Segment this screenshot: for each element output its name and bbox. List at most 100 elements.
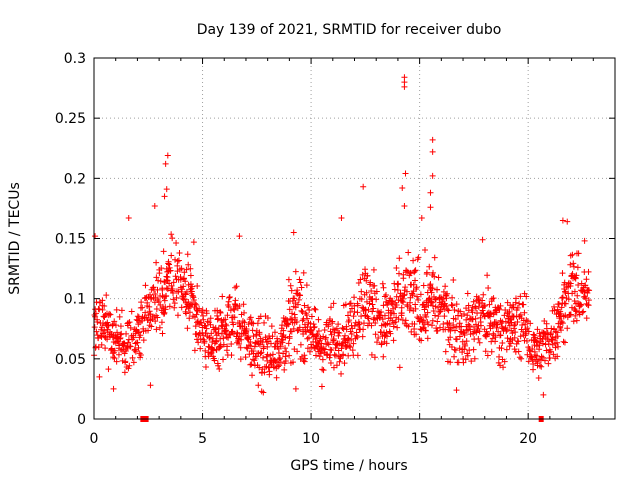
data-point [277, 343, 284, 350]
data-point [296, 324, 303, 331]
data-point [507, 340, 514, 347]
data-point [147, 291, 154, 298]
data-point [395, 316, 402, 323]
data-point [301, 355, 308, 362]
data-point [237, 344, 244, 351]
data-point [500, 364, 507, 371]
data-point [245, 333, 252, 340]
data-point [370, 305, 377, 312]
data-point [567, 280, 574, 287]
data-point [142, 282, 149, 289]
data-point [232, 284, 239, 291]
data-point [412, 305, 419, 312]
data-point [490, 330, 497, 337]
data-point [282, 345, 289, 352]
data-point [581, 237, 588, 244]
data-point [582, 282, 589, 289]
data-point [247, 314, 254, 321]
data-point [218, 322, 225, 329]
data-point [368, 287, 375, 294]
data-point [524, 325, 531, 332]
data-point [308, 313, 315, 320]
data-point [498, 345, 505, 352]
data-point [286, 306, 293, 313]
x-tick-label: 15 [411, 431, 429, 447]
data-point [442, 292, 449, 299]
data-point [469, 309, 476, 316]
data-point [363, 277, 370, 284]
data-point [248, 361, 255, 368]
data-point [467, 326, 474, 333]
data-point [115, 338, 122, 345]
data-point [482, 348, 489, 355]
data-point [450, 321, 457, 328]
data-point [458, 323, 465, 330]
data-point [466, 347, 473, 354]
data-point [204, 318, 211, 325]
data-point [495, 328, 502, 335]
data-point [413, 293, 420, 300]
data-point [529, 345, 536, 352]
data-point [435, 274, 442, 281]
data-point [393, 265, 400, 272]
data-point [429, 172, 436, 179]
data-point [281, 366, 288, 373]
data-point [510, 304, 517, 311]
data-point [153, 274, 160, 281]
data-point [344, 312, 351, 319]
data-point [429, 148, 436, 155]
data-point [164, 268, 171, 275]
data-point [315, 328, 322, 335]
data-point [429, 285, 436, 292]
data-point [178, 288, 185, 295]
data-point [353, 329, 360, 336]
data-point [256, 341, 263, 348]
data-point [429, 302, 436, 309]
data-point [403, 267, 410, 274]
data-point [246, 351, 253, 358]
data-point [303, 282, 310, 289]
data-point [393, 302, 400, 309]
data-point [243, 325, 250, 332]
data-point [127, 324, 134, 331]
data-point [431, 273, 438, 280]
data-point [161, 193, 168, 200]
data-point [360, 320, 367, 327]
data-point [288, 287, 295, 294]
data-point [549, 337, 556, 344]
data-point [428, 322, 435, 329]
data-point [389, 298, 396, 305]
data-point [380, 284, 387, 291]
data-point [358, 288, 365, 295]
data-point [164, 152, 171, 159]
data-point [461, 310, 468, 317]
data-point [354, 309, 361, 316]
data-point [379, 316, 386, 323]
data-point [290, 325, 297, 332]
data-point [383, 340, 390, 347]
data-point [324, 340, 331, 347]
data-point [476, 339, 483, 346]
data-point [517, 311, 524, 318]
data-point [570, 263, 577, 270]
data-point [169, 235, 176, 242]
data-point [462, 342, 469, 349]
data-point [206, 334, 213, 341]
data-point [299, 308, 306, 315]
data-point [158, 319, 165, 326]
data-point [264, 314, 271, 321]
x-tick-label: 10 [302, 431, 320, 447]
data-point [213, 337, 220, 344]
data-point [453, 301, 460, 308]
data-point [572, 312, 579, 319]
data-point [319, 366, 326, 373]
data-point [277, 359, 284, 366]
data-point [369, 308, 376, 315]
data-point [395, 281, 402, 288]
data-point [253, 327, 260, 334]
data-point [523, 317, 530, 324]
data-point [267, 352, 274, 359]
data-point [184, 325, 191, 332]
data-point [312, 306, 319, 313]
data-point [94, 318, 101, 325]
